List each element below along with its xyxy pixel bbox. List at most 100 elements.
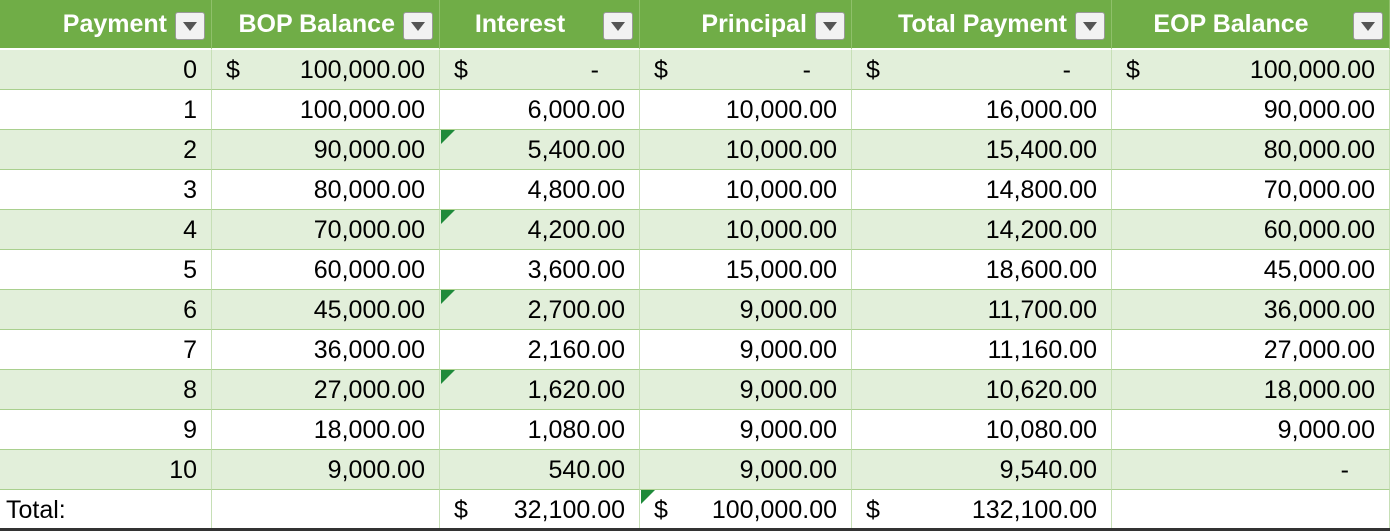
data-cell: 7 bbox=[0, 330, 212, 370]
filter-dropdown[interactable] bbox=[603, 12, 633, 40]
cell-value: 80,000.00 bbox=[1263, 136, 1375, 164]
cell-value: 10,000.00 bbox=[725, 176, 837, 204]
cell-value: 100,000.00 bbox=[711, 496, 837, 524]
cell-value: 90,000.00 bbox=[1263, 96, 1375, 124]
data-cell: 9,000.00 bbox=[640, 290, 852, 330]
data-cell: $100,000.00 bbox=[212, 50, 440, 90]
cell-value: 4,200.00 bbox=[527, 216, 625, 244]
error-indicator bbox=[441, 290, 455, 304]
cell-value: 2,700.00 bbox=[527, 296, 625, 324]
header-label: BOP Balance bbox=[238, 10, 395, 38]
cell-value: 14,800.00 bbox=[985, 176, 1097, 204]
cell-value: 9,000.00 bbox=[739, 456, 837, 484]
data-cell: 4,800.00 bbox=[440, 170, 640, 210]
error-indicator bbox=[441, 370, 455, 384]
filter-dropdown[interactable] bbox=[403, 12, 433, 40]
filter-dropdown[interactable] bbox=[1075, 12, 1105, 40]
data-cell: 10,000.00 bbox=[640, 210, 852, 250]
error-indicator bbox=[441, 130, 455, 144]
data-cell: 36,000.00 bbox=[1112, 290, 1390, 330]
data-cell: 100,000.00 bbox=[212, 90, 440, 130]
data-cell: 5 bbox=[0, 250, 212, 290]
data-cell: 10,620.00 bbox=[852, 370, 1112, 410]
cell-value: 15,000.00 bbox=[725, 256, 837, 284]
filter-dropdown[interactable] bbox=[175, 12, 205, 40]
total-cell: $100,000.00 bbox=[640, 490, 852, 530]
data-cell: 5,400.00 bbox=[440, 130, 640, 170]
data-cell: 1 bbox=[0, 90, 212, 130]
data-cell: 60,000.00 bbox=[212, 250, 440, 290]
data-cell: 15,400.00 bbox=[852, 130, 1112, 170]
data-cell: 90,000.00 bbox=[212, 130, 440, 170]
total-cell: $32,100.00 bbox=[440, 490, 640, 530]
cell-value: 18,000.00 bbox=[313, 416, 425, 444]
data-cell: 45,000.00 bbox=[212, 290, 440, 330]
data-cell: 6,000.00 bbox=[440, 90, 640, 130]
data-cell: $ - bbox=[440, 50, 640, 90]
cell-value: 1,080.00 bbox=[527, 416, 625, 444]
cell-value: 10,000.00 bbox=[725, 216, 837, 244]
cell-value: 10 bbox=[169, 456, 197, 484]
header-label: Payment bbox=[62, 10, 167, 38]
cell-value: 2 bbox=[183, 136, 197, 164]
data-cell: 9 bbox=[0, 410, 212, 450]
data-cell: 2 bbox=[0, 130, 212, 170]
data-cell: 80,000.00 bbox=[1112, 130, 1390, 170]
data-cell: 70,000.00 bbox=[212, 210, 440, 250]
data-cell: 9,000.00 bbox=[640, 370, 852, 410]
data-cell: 4,200.00 bbox=[440, 210, 640, 250]
data-cell: 11,160.00 bbox=[852, 330, 1112, 370]
data-cell: 2,700.00 bbox=[440, 290, 640, 330]
total-cell: $132,100.00 bbox=[852, 490, 1112, 530]
cell-value: 5,400.00 bbox=[527, 136, 625, 164]
data-cell: 90,000.00 bbox=[1112, 90, 1390, 130]
cell-value: 80,000.00 bbox=[313, 176, 425, 204]
header-label: Interest bbox=[474, 10, 566, 38]
cell-value: 27,000.00 bbox=[1263, 336, 1375, 364]
data-cell: 4 bbox=[0, 210, 212, 250]
cell-value: - bbox=[590, 56, 599, 84]
header-cell: Payment bbox=[0, 0, 212, 50]
data-cell: 6 bbox=[0, 290, 212, 330]
cell-value: 3 bbox=[183, 176, 197, 204]
data-cell: 80,000.00 bbox=[212, 170, 440, 210]
data-cell: $ - bbox=[640, 50, 852, 90]
cell-value: 18,000.00 bbox=[1263, 376, 1375, 404]
cell-value: 16,000.00 bbox=[985, 96, 1097, 124]
header-cell: EOP Balance bbox=[1112, 0, 1390, 50]
data-cell: 11,700.00 bbox=[852, 290, 1112, 330]
data-cell: 60,000.00 bbox=[1112, 210, 1390, 250]
header-label: Principal bbox=[701, 10, 807, 38]
currency-symbol: $ bbox=[226, 56, 240, 84]
data-cell: 9,000.00 bbox=[640, 330, 852, 370]
filter-dropdown[interactable] bbox=[1353, 12, 1383, 40]
data-cell: 15,000.00 bbox=[640, 250, 852, 290]
header-cell: Interest bbox=[440, 0, 640, 50]
error-indicator bbox=[441, 210, 455, 224]
cell-value: 10,000.00 bbox=[725, 136, 837, 164]
filter-dropdown[interactable] bbox=[815, 12, 845, 40]
data-cell: 10,080.00 bbox=[852, 410, 1112, 450]
data-cell: 70,000.00 bbox=[1112, 170, 1390, 210]
data-cell: - bbox=[1112, 450, 1390, 490]
cell-value: 36,000.00 bbox=[1263, 296, 1375, 324]
cell-value: 70,000.00 bbox=[313, 216, 425, 244]
currency-symbol: $ bbox=[454, 56, 468, 84]
cell-value: 60,000.00 bbox=[1263, 216, 1375, 244]
data-cell: 1,620.00 bbox=[440, 370, 640, 410]
header-cell: Principal bbox=[640, 0, 852, 50]
data-cell: 9,000.00 bbox=[640, 450, 852, 490]
currency-symbol: $ bbox=[866, 56, 880, 84]
cell-value: 32,100.00 bbox=[513, 496, 625, 524]
cell-label: Total: bbox=[6, 496, 66, 524]
currency-symbol: $ bbox=[454, 496, 468, 524]
cell-value: 5 bbox=[183, 256, 197, 284]
cell-value: 9,000.00 bbox=[1277, 416, 1375, 444]
total-cell bbox=[1112, 490, 1390, 530]
data-cell: 3 bbox=[0, 170, 212, 210]
cell-value: 4,800.00 bbox=[527, 176, 625, 204]
cell-value: 10,620.00 bbox=[985, 376, 1097, 404]
data-cell: 2,160.00 bbox=[440, 330, 640, 370]
data-cell: 45,000.00 bbox=[1112, 250, 1390, 290]
